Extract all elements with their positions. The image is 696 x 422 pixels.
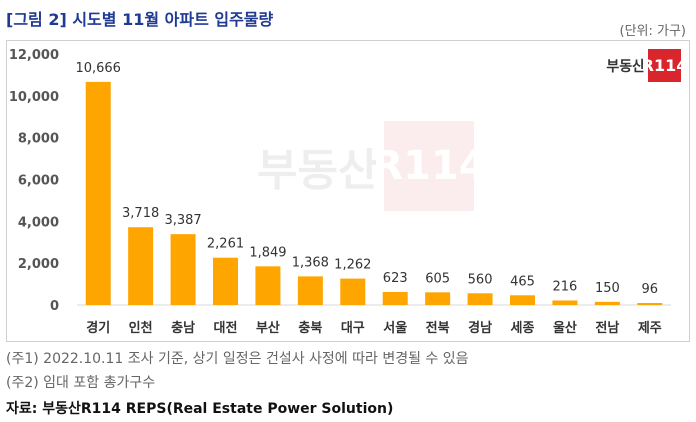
data-label: 3,718 bbox=[122, 206, 159, 221]
brand-logo: 부동산 R114 bbox=[606, 49, 687, 82]
data-label: 1,849 bbox=[249, 245, 286, 260]
bar bbox=[85, 81, 111, 305]
bar bbox=[382, 291, 408, 305]
logo-box: R114 bbox=[642, 49, 687, 82]
bar bbox=[552, 300, 578, 305]
x-tick-label: 인천 bbox=[129, 320, 153, 336]
data-label: 1,368 bbox=[292, 255, 329, 270]
data-label: 3,387 bbox=[164, 213, 201, 228]
x-tick-label: 전북 bbox=[426, 320, 450, 336]
y-tick-label: 2,000 bbox=[18, 257, 59, 272]
y-tick-label: 6,000 bbox=[18, 174, 59, 189]
source-label: 자료: 부동산R114 REPS(Real Estate Power Solut… bbox=[6, 401, 394, 417]
bar bbox=[128, 227, 154, 305]
bar bbox=[594, 301, 620, 305]
bar bbox=[637, 302, 663, 305]
x-tick-label: 대전 bbox=[214, 320, 238, 336]
x-tick-label: 세종 bbox=[511, 321, 535, 336]
data-label: 10,666 bbox=[75, 61, 121, 76]
data-label: 560 bbox=[468, 272, 493, 287]
x-tick-label: 충북 bbox=[298, 320, 322, 336]
bar bbox=[510, 295, 535, 305]
bar-chart: 0 2,000 4,000 6,000 8,000 10,000 12,000 10,666 경… bbox=[9, 48, 671, 336]
x-tick-label: 울산 bbox=[553, 320, 577, 336]
footnote-1: (주1) 2022.10.11 조사 기준, 상기 일정은 건설사 사정에 따라… bbox=[6, 351, 469, 367]
y-tick-label: 10,000 bbox=[9, 90, 59, 105]
footnote-2: (주2) 임대 포함 총가구수 bbox=[6, 375, 156, 391]
x-tick-label: 경기 bbox=[86, 320, 110, 336]
data-label: 465 bbox=[510, 274, 535, 289]
bar bbox=[297, 276, 323, 305]
bar bbox=[467, 293, 493, 305]
logo-text: 부동산 bbox=[606, 58, 645, 75]
y-tick-label: 0 bbox=[50, 299, 59, 314]
x-tick-label: 부산 bbox=[256, 320, 280, 336]
data-label: 605 bbox=[425, 271, 450, 286]
y-tick-label: 4,000 bbox=[18, 215, 59, 230]
x-tick-label: 제주 bbox=[638, 321, 662, 336]
bar bbox=[425, 292, 451, 305]
data-label: 216 bbox=[553, 279, 578, 294]
bar bbox=[255, 266, 281, 305]
data-label: 96 bbox=[642, 282, 659, 297]
x-tick-label: 전남 bbox=[595, 320, 619, 336]
x-tick-label: 대구 bbox=[341, 321, 365, 336]
x-tick-label: 충남 bbox=[171, 320, 195, 336]
y-tick-label: 8,000 bbox=[18, 132, 59, 147]
data-label: 623 bbox=[383, 271, 408, 286]
chart-frame: 부동산 R114 0 2,000 4,000 6,000 8,000 10,000 12,0… bbox=[6, 40, 690, 342]
y-tick-label: 12,000 bbox=[9, 48, 59, 63]
unit-label: (단위: 가구) bbox=[619, 24, 687, 39]
x-tick-label: 경남 bbox=[468, 320, 492, 336]
data-label: 150 bbox=[595, 281, 620, 296]
bar bbox=[170, 234, 196, 305]
chart-title: [그림 2] 시도별 11월 아파트 입주물량 bbox=[6, 10, 274, 29]
data-label: 2,261 bbox=[207, 237, 244, 252]
x-tick-label: 서울 bbox=[383, 320, 407, 336]
bar bbox=[340, 278, 366, 305]
data-label: 1,262 bbox=[334, 258, 371, 273]
bar bbox=[213, 257, 238, 305]
